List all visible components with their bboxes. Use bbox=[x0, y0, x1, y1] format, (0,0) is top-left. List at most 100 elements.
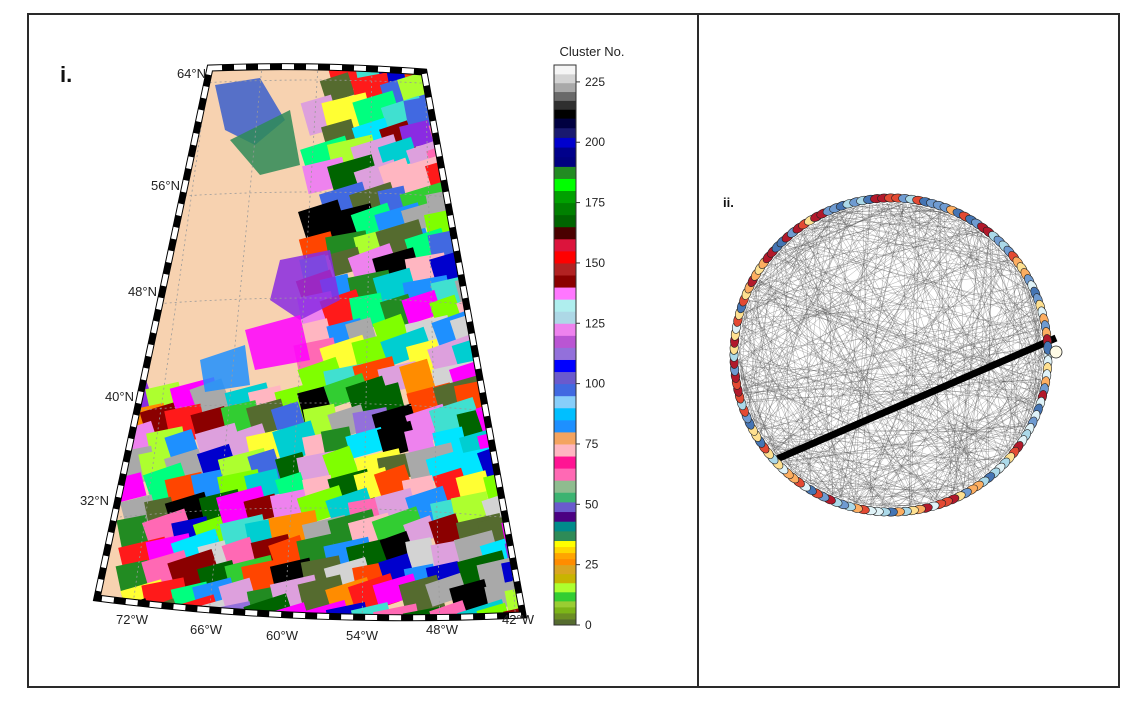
network-edge bbox=[739, 353, 1012, 449]
network-edge bbox=[740, 248, 1000, 377]
network-edge bbox=[745, 222, 966, 313]
latitude-label: 40°N bbox=[105, 389, 134, 404]
map-border bbox=[92, 63, 528, 622]
cluster-region bbox=[509, 402, 523, 442]
network-edge bbox=[1022, 374, 1042, 432]
network-edge bbox=[752, 229, 978, 293]
cluster-region bbox=[505, 227, 523, 274]
network-edge bbox=[840, 203, 905, 499]
network-edge bbox=[739, 242, 994, 346]
coastal-cluster bbox=[200, 345, 250, 392]
network-edge bbox=[741, 325, 993, 469]
coastal-cluster bbox=[245, 315, 310, 370]
colorbar: Cluster No. 225 200 175 150 125 100 75 50 25 0 bbox=[553, 44, 625, 632]
network-edge bbox=[740, 378, 980, 480]
network-edge bbox=[795, 216, 830, 474]
cluster-region bbox=[506, 75, 523, 109]
colorbar-tick-label: 100 bbox=[585, 377, 605, 391]
latitude-label: 48°N bbox=[128, 284, 157, 299]
network-edge bbox=[743, 281, 758, 393]
network-edge bbox=[870, 259, 1010, 506]
cluster-region bbox=[481, 80, 514, 122]
network-edge bbox=[741, 384, 1037, 399]
cluster-region bbox=[322, 445, 359, 483]
network-edge bbox=[739, 359, 759, 429]
network-edge bbox=[770, 211, 943, 449]
network-edge bbox=[855, 203, 893, 503]
network-edge bbox=[840, 203, 904, 499]
cluster-region bbox=[481, 206, 523, 249]
colorbar-segment bbox=[554, 540, 576, 548]
colorbar-segment bbox=[554, 275, 576, 288]
network-edge bbox=[794, 472, 807, 482]
cluster-region bbox=[372, 573, 420, 608]
network-nodes bbox=[729, 193, 1063, 517]
network-edge bbox=[739, 218, 958, 365]
colorbar-segment bbox=[554, 73, 576, 84]
colorbar-segment bbox=[554, 214, 576, 228]
latitude-label: 32°N bbox=[80, 493, 109, 508]
network-edge bbox=[744, 214, 949, 314]
network-edge bbox=[790, 222, 967, 470]
network-edge bbox=[832, 214, 1043, 359]
cluster-region bbox=[479, 160, 523, 202]
colorbar-segment bbox=[554, 431, 576, 445]
cluster-region bbox=[510, 248, 523, 287]
colorbar-tick-label: 125 bbox=[585, 316, 605, 330]
cluster-region bbox=[503, 416, 523, 462]
network-edge bbox=[910, 204, 973, 227]
network-edge bbox=[739, 208, 934, 363]
network-edge bbox=[894, 203, 1011, 450]
figure-frame bbox=[27, 13, 1120, 688]
network-edge bbox=[958, 218, 969, 486]
cluster-region bbox=[458, 66, 497, 84]
network-edge bbox=[773, 260, 1011, 452]
network-edge bbox=[848, 203, 883, 501]
network-edge bbox=[759, 207, 855, 433]
network-edge bbox=[998, 247, 1021, 436]
colorbar-segment bbox=[554, 166, 576, 179]
network-edge bbox=[803, 230, 916, 506]
network-edge bbox=[739, 218, 824, 346]
cluster-region bbox=[504, 584, 523, 614]
network-edge bbox=[743, 301, 1034, 319]
network-edge bbox=[830, 422, 1027, 495]
network-edge bbox=[1030, 295, 1042, 335]
network-edge bbox=[763, 252, 779, 439]
cluster-region bbox=[482, 120, 523, 164]
colorbar-ticks: 225 200 175 150 125 100 75 50 25 0 bbox=[576, 75, 605, 632]
network-node-highlight bbox=[1049, 345, 1063, 359]
cluster-region bbox=[454, 89, 505, 131]
colorbar-segment bbox=[554, 287, 576, 300]
colorbar-segment bbox=[554, 250, 576, 264]
network-edge bbox=[836, 406, 1035, 498]
cluster-region bbox=[503, 445, 523, 486]
network-edge bbox=[916, 205, 1041, 329]
network-edge bbox=[746, 344, 1043, 404]
cluster-region bbox=[477, 287, 519, 325]
network-edge bbox=[870, 208, 932, 506]
network-edge bbox=[748, 277, 761, 410]
cluster-region bbox=[380, 326, 433, 367]
network-edge bbox=[739, 299, 750, 357]
network-edge bbox=[758, 279, 1036, 404]
longitude-labels: 72°W 66°W 60°W 54°W 48°W 42°W bbox=[116, 612, 535, 643]
network-edge bbox=[743, 379, 1041, 393]
network-edge bbox=[739, 362, 1023, 432]
colorbar-segment bbox=[554, 147, 576, 158]
network-edge bbox=[759, 203, 908, 433]
network-edge bbox=[755, 231, 804, 424]
network-edge bbox=[780, 203, 891, 461]
network-edge bbox=[919, 205, 963, 222]
cluster-region bbox=[429, 600, 471, 618]
network-edge bbox=[742, 323, 889, 507]
cluster-region bbox=[508, 136, 523, 178]
network-edge bbox=[868, 308, 1037, 506]
network-edge bbox=[896, 203, 1043, 349]
colorbar-segment bbox=[554, 501, 576, 513]
cluster-region bbox=[505, 381, 523, 417]
network-edge bbox=[986, 350, 1043, 473]
colorbar-segment bbox=[554, 521, 576, 532]
network-edge bbox=[839, 211, 1025, 428]
